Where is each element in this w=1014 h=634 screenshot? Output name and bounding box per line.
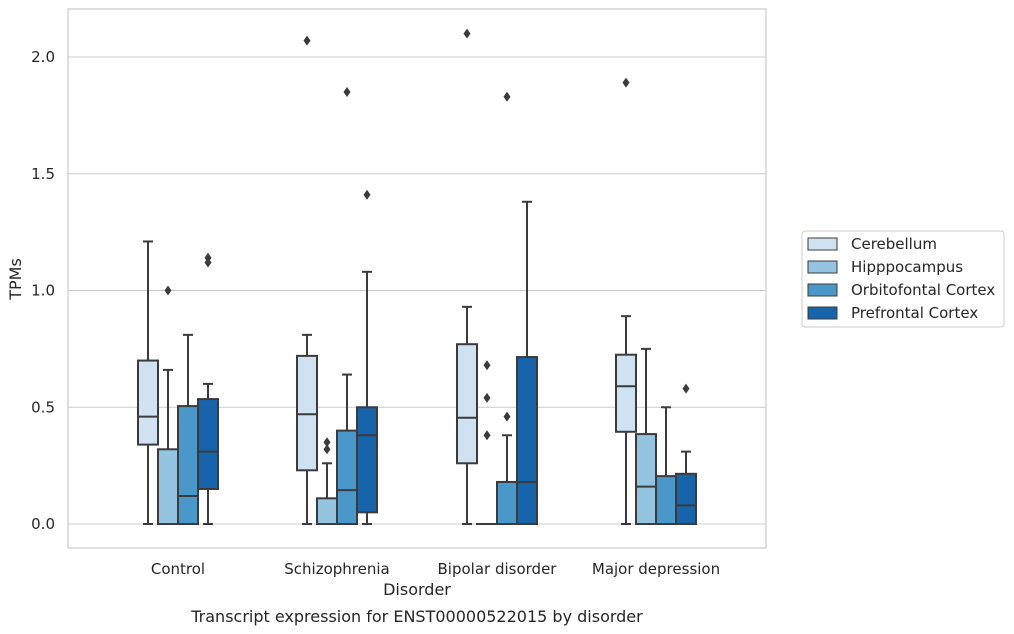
box-hipppocampus: [635, 347, 657, 526]
box-orbitofontal-cortex: [177, 333, 199, 525]
box-hipppocampus: [476, 360, 498, 526]
box-prefrontal-cortex: [516, 200, 538, 525]
legend-label: Hipppocampus: [851, 258, 963, 276]
outlier-point: [303, 35, 311, 46]
box-body: [177, 405, 199, 525]
legend-label: Prefrontal Cortex: [851, 304, 978, 322]
box-body: [137, 359, 159, 446]
box-body: [316, 497, 338, 526]
box-body: [296, 354, 318, 472]
legend: Cerebellum Hipppocampus Orbitofontal Corte…: [801, 230, 1005, 328]
box-body: [615, 353, 637, 433]
box-cerebellum: [137, 240, 159, 525]
outlier-point: [323, 444, 331, 455]
x-tick-label: Bipolar disorder: [438, 560, 558, 578]
y-axis: 0.0 0.5 1.0 1.5 2.0: [31, 48, 55, 533]
x-tick-label: Schizophrenia: [284, 560, 389, 578]
outlier-point: [463, 28, 471, 39]
outlier-point: [503, 91, 511, 102]
box-orbitofontal-cortex: [336, 87, 358, 526]
outlier-point: [483, 360, 491, 371]
box-body: [356, 406, 378, 514]
box-prefrontal-cortex: [356, 189, 378, 525]
outlier-point: [363, 189, 371, 200]
box-hipppocampus: [316, 437, 338, 526]
outlier-point: [622, 77, 630, 88]
box-body: [635, 433, 657, 526]
figure-caption: Transcript expression for ENST0000052201…: [190, 607, 643, 626]
x-tick-label: Major depression: [592, 560, 720, 578]
y-axis-title: TPMs: [6, 258, 25, 301]
outlier-point: [483, 392, 491, 403]
plot-frame: [67, 8, 767, 549]
x-axis: Control Schizophrenia Bipolar disorder Majo…: [151, 560, 720, 578]
legend-frame: [801, 230, 1005, 328]
x-axis-title: Disorder: [383, 580, 451, 599]
box-cerebellum: [296, 35, 318, 525]
legend-swatch: [807, 283, 838, 297]
y-tick-label: 1.0: [31, 282, 55, 300]
box-cerebellum: [456, 28, 478, 525]
box-plots: [137, 28, 697, 526]
box-body: [336, 429, 358, 526]
legend-label: Cerebellum: [851, 235, 937, 253]
outlier-point: [164, 285, 172, 296]
box-body: [675, 472, 697, 525]
box-body: [496, 480, 518, 525]
box-orbitofontal-cortex: [496, 91, 518, 525]
box-hipppocampus: [157, 285, 179, 525]
y-tick-label: 0.0: [31, 515, 55, 533]
outlier-point: [323, 437, 331, 448]
legend-swatch: [807, 237, 838, 251]
outlier-point: [503, 411, 511, 422]
box-body: [516, 356, 538, 525]
x-tick-label: Control: [151, 560, 205, 578]
y-tick-label: 0.5: [31, 398, 55, 416]
outlier-point: [204, 252, 212, 263]
box-prefrontal-cortex: [675, 383, 697, 525]
box-body: [157, 448, 179, 525]
y-tick-label: 2.0: [31, 48, 55, 66]
outlier-point: [682, 383, 690, 394]
box-cerebellum: [615, 77, 637, 525]
legend-swatch: [807, 260, 838, 274]
box-orbitofontal-cortex: [655, 406, 677, 526]
box-body: [456, 343, 478, 465]
box-body: [655, 475, 677, 526]
box-prefrontal-cortex: [197, 252, 219, 525]
outlier-point: [483, 430, 491, 441]
y-tick-label: 1.5: [31, 165, 55, 183]
outlier-point: [343, 87, 351, 98]
box-body: [197, 398, 219, 490]
legend-label: Orbitofontal Cortex: [851, 281, 995, 299]
legend-swatch: [807, 306, 838, 320]
